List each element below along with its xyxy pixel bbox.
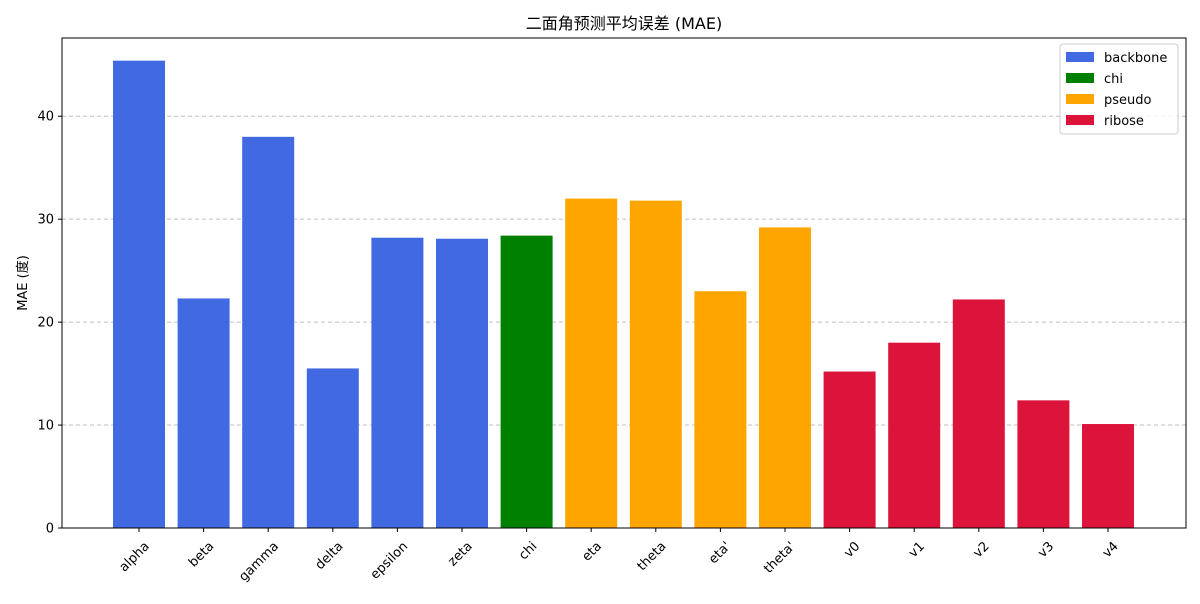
legend-swatch-backbone — [1066, 52, 1094, 62]
x-tick-label: v1 — [906, 539, 928, 561]
plot-frame — [61, 37, 1187, 529]
x-tick-label: theta' — [761, 539, 798, 576]
bar-eta — [565, 198, 618, 528]
legend-label-chi: chi — [1104, 72, 1123, 87]
bars — [113, 60, 1134, 529]
bar-eta-prime — [694, 291, 747, 528]
x-tick-label: gamma — [236, 539, 282, 585]
y-tick-label: 0 — [46, 522, 54, 537]
x-tick-label: theta — [635, 539, 670, 574]
x-axis: alpha beta gamma delta epsilon zeta chi eta thet… — [117, 528, 1122, 585]
legend-label-ribose: ribose — [1104, 114, 1144, 129]
bar-theta — [629, 200, 682, 528]
x-tick-label: zeta — [445, 539, 475, 569]
bar-v4 — [1082, 424, 1134, 528]
legend-label-backbone: backbone — [1104, 51, 1167, 66]
legend-swatch-ribose — [1066, 115, 1094, 125]
legend-swatch-chi — [1066, 73, 1094, 83]
y-tick-label: 20 — [37, 316, 54, 331]
legend-label-pseudo: pseudo — [1104, 93, 1152, 108]
x-tick-label: alpha — [117, 539, 153, 575]
legend: backbone chi pseudo ribose — [1059, 43, 1179, 135]
grid-lines — [62, 115, 1186, 426]
legend-swatch-pseudo — [1066, 94, 1094, 104]
x-tick-label: v4 — [1100, 539, 1122, 561]
chart-title: 二面角预测平均误差 (MAE) — [526, 14, 722, 33]
x-tick-label: eta' — [706, 539, 734, 567]
bar-beta — [177, 298, 230, 528]
legend-box — [1059, 43, 1179, 135]
bar-chi — [500, 235, 553, 528]
bar-v1 — [888, 342, 941, 528]
x-tick-label: v0 — [841, 539, 863, 561]
bar-alpha — [113, 60, 165, 528]
bar-v0 — [823, 371, 876, 528]
x-tick-label: chi — [516, 539, 540, 563]
bar-zeta — [436, 238, 488, 528]
bar-delta — [306, 368, 359, 528]
bar-theta-prime — [759, 227, 811, 529]
bar-v2 — [952, 299, 1005, 528]
bar-v3 — [1017, 400, 1070, 528]
x-tick-label: eta — [579, 539, 605, 565]
bar-epsilon — [371, 237, 424, 529]
y-tick-label: 30 — [37, 213, 54, 228]
y-tick-label: 10 — [37, 419, 54, 434]
y-axis: 0 10 20 30 40 — [37, 110, 62, 537]
x-tick-label: beta — [186, 539, 217, 570]
x-tick-label: delta — [313, 539, 347, 573]
x-tick-label: epsilon — [368, 539, 411, 582]
y-tick-label: 40 — [37, 110, 54, 125]
bar-gamma — [242, 136, 295, 528]
x-tick-label: v3 — [1035, 539, 1057, 561]
x-tick-label: v2 — [971, 539, 993, 561]
y-axis-label: MAE (度) — [15, 255, 31, 311]
